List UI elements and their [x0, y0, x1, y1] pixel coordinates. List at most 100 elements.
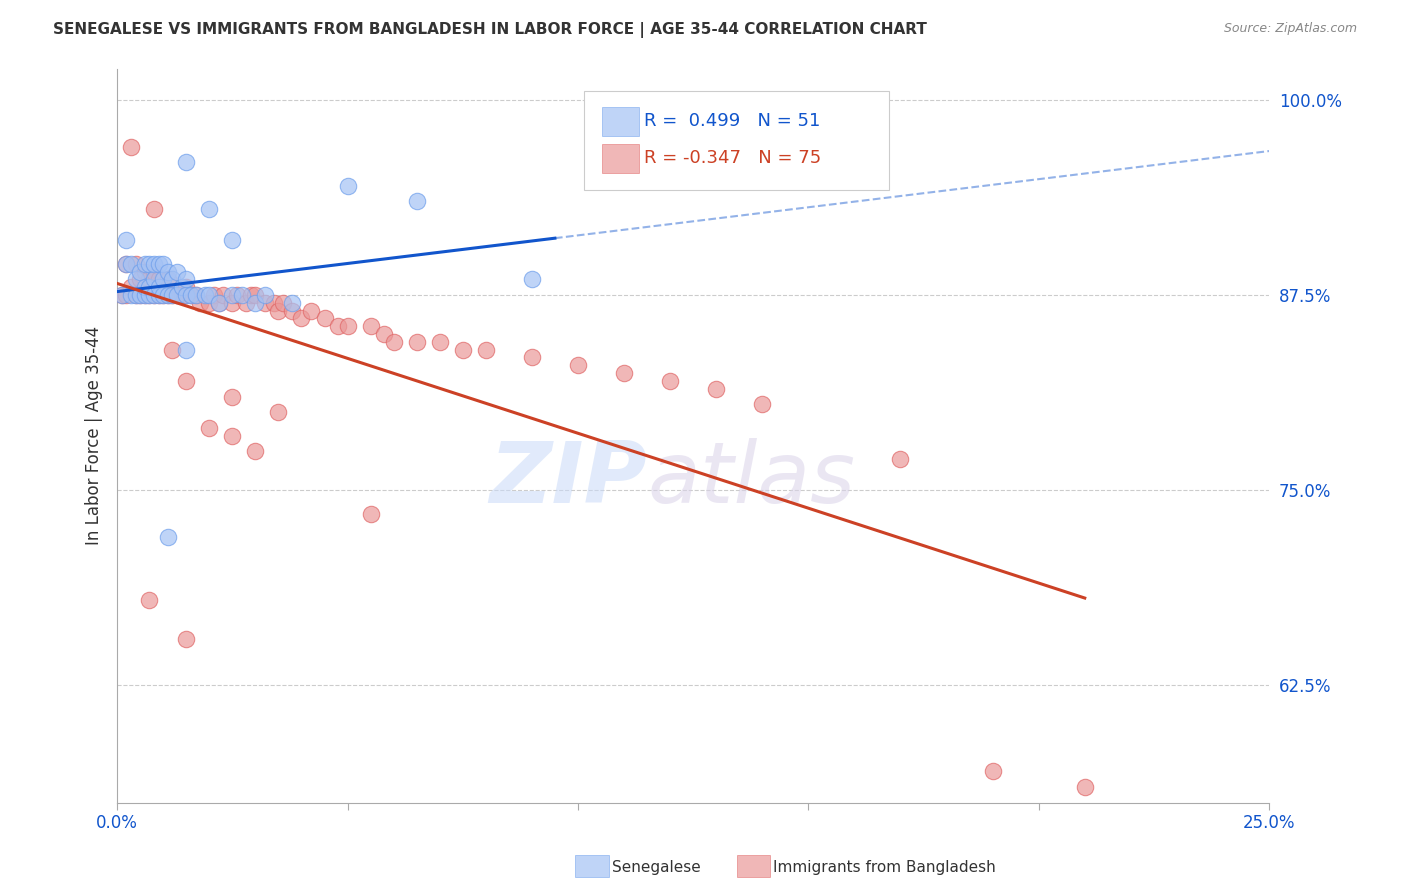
Point	[328, 319, 350, 334]
Point	[336, 178, 359, 193]
Point	[111, 288, 134, 302]
Point	[148, 272, 170, 286]
Point	[152, 257, 174, 271]
Point	[239, 288, 262, 302]
FancyBboxPatch shape	[602, 145, 638, 173]
Point	[134, 280, 156, 294]
Point	[263, 295, 285, 310]
Point	[156, 288, 179, 302]
Point	[221, 233, 243, 247]
Point	[184, 288, 207, 302]
Text: R =  0.499   N = 51: R = 0.499 N = 51	[644, 112, 820, 130]
Point	[336, 319, 359, 334]
Point	[156, 530, 179, 544]
Point	[176, 288, 198, 302]
Point	[138, 592, 160, 607]
Point	[170, 288, 193, 302]
Point	[267, 405, 290, 419]
Y-axis label: In Labor Force | Age 35-44: In Labor Force | Age 35-44	[86, 326, 103, 545]
Point	[176, 632, 198, 646]
Point	[166, 288, 188, 302]
Point	[889, 452, 911, 467]
Point	[129, 288, 152, 302]
Point	[120, 280, 142, 294]
Point	[212, 288, 235, 302]
Point	[148, 288, 170, 302]
Point	[176, 288, 198, 302]
Point	[981, 764, 1004, 779]
Point	[156, 272, 179, 286]
Point	[134, 264, 156, 278]
Point	[198, 288, 221, 302]
Point	[221, 390, 243, 404]
Point	[198, 202, 221, 216]
Point	[134, 288, 156, 302]
Point	[166, 264, 188, 278]
Point	[267, 303, 290, 318]
Point	[152, 280, 174, 294]
Point	[314, 311, 336, 326]
Point	[475, 343, 498, 357]
Point	[129, 272, 152, 286]
Point	[143, 257, 166, 271]
Point	[129, 264, 152, 278]
Point	[124, 288, 146, 302]
Point	[231, 288, 253, 302]
Point	[152, 272, 174, 286]
Point	[138, 288, 160, 302]
Point	[156, 264, 179, 278]
Point	[124, 257, 146, 271]
Point	[115, 257, 138, 271]
Point	[176, 280, 198, 294]
Point	[194, 288, 217, 302]
Point	[115, 233, 138, 247]
Point	[120, 288, 142, 302]
Point	[176, 155, 198, 169]
Text: R = -0.347   N = 75: R = -0.347 N = 75	[644, 149, 821, 167]
Point	[166, 288, 188, 302]
Point	[111, 288, 134, 302]
Point	[115, 257, 138, 271]
Point	[176, 343, 198, 357]
Point	[138, 280, 160, 294]
Point	[198, 421, 221, 435]
Point	[180, 288, 202, 302]
FancyBboxPatch shape	[602, 107, 638, 136]
Point	[162, 288, 184, 302]
Point	[162, 343, 184, 357]
Point	[567, 358, 589, 372]
Point	[143, 272, 166, 286]
Point	[143, 288, 166, 302]
Point	[176, 272, 198, 286]
Point	[156, 288, 179, 302]
Point	[138, 288, 160, 302]
Point	[124, 272, 146, 286]
Point	[1074, 780, 1097, 794]
Point	[226, 288, 249, 302]
Point	[271, 295, 294, 310]
Text: Source: ZipAtlas.com: Source: ZipAtlas.com	[1223, 22, 1357, 36]
Point	[360, 507, 382, 521]
Point	[124, 288, 146, 302]
Point	[138, 257, 160, 271]
Point	[290, 311, 312, 326]
Point	[373, 326, 395, 341]
Text: ZIP: ZIP	[489, 438, 647, 521]
Point	[751, 397, 773, 411]
Point	[253, 288, 276, 302]
Point	[120, 257, 142, 271]
Point	[405, 334, 427, 349]
Point	[170, 280, 193, 294]
Point	[152, 288, 174, 302]
Point	[704, 382, 727, 396]
Point	[299, 303, 322, 318]
Point	[659, 374, 682, 388]
Point	[281, 303, 304, 318]
Point	[613, 366, 636, 380]
Point	[129, 288, 152, 302]
Point	[138, 272, 160, 286]
Text: Immigrants from Bangladesh: Immigrants from Bangladesh	[773, 860, 995, 874]
Point	[245, 295, 267, 310]
Point	[188, 295, 211, 310]
Point	[429, 334, 451, 349]
